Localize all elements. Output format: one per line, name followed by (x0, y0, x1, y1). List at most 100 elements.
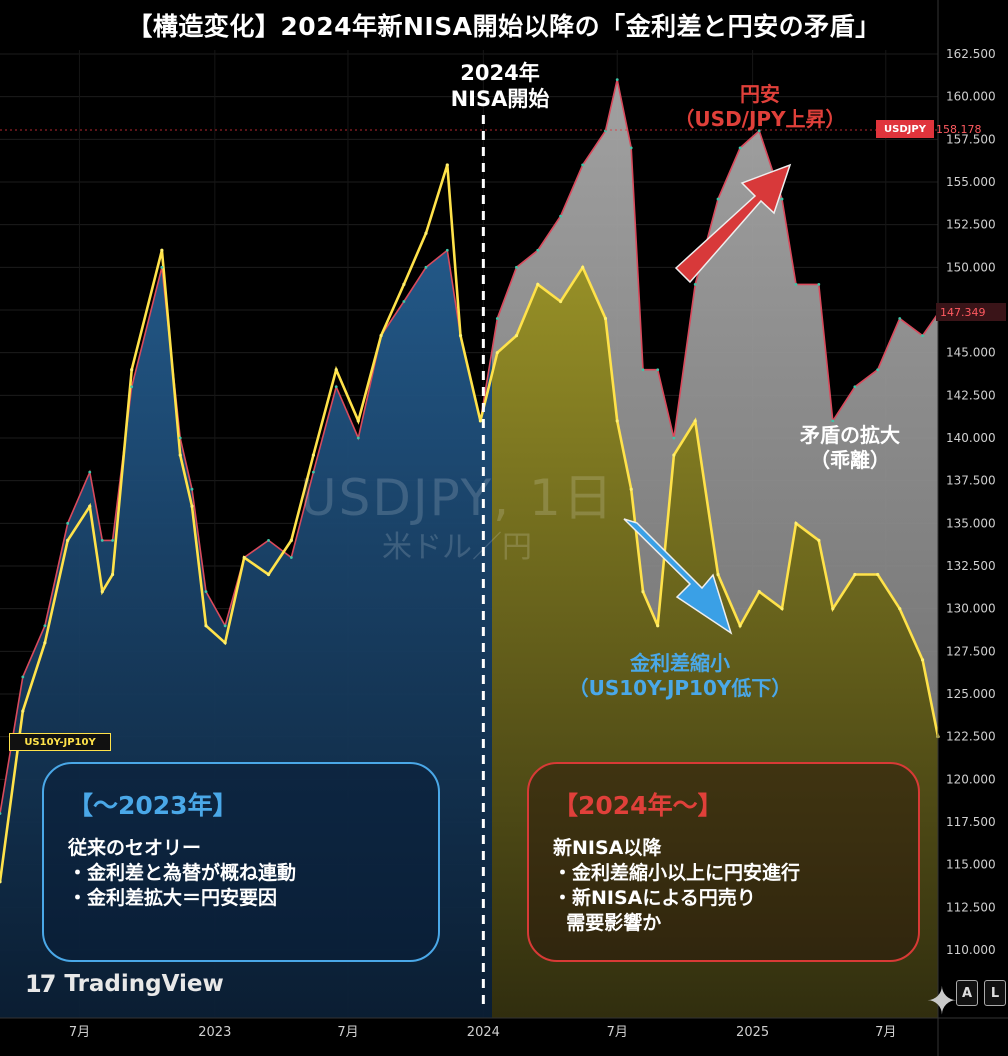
time-tick-label: 7月 (607, 1025, 628, 1040)
spread-point (641, 590, 645, 594)
time-axis: 7月 2023 7月 2024 7月 2025 7月 (69, 1025, 897, 1040)
spread-point (266, 572, 271, 577)
spread-point (0, 880, 2, 884)
usdjpy-point (738, 146, 742, 150)
auto-scale-button[interactable]: A (956, 980, 978, 1006)
nisa-label-line-2: NISA開始 (450, 87, 550, 111)
spread-point (88, 504, 92, 508)
spread-area-after (492, 267, 938, 1018)
price-tick-label: 160.000 (946, 90, 996, 104)
usdjpy-point (100, 539, 104, 542)
usdjpy-point (267, 539, 270, 542)
spread-point (757, 590, 761, 594)
nisa-start-label: 2024年 NISA開始 (420, 60, 580, 112)
usdjpy-point (178, 436, 182, 440)
price-tick-label: 130.000 (946, 602, 996, 616)
spread-point (514, 334, 519, 338)
spread-point (716, 572, 720, 577)
series-lines (0, 78, 940, 884)
time-tick-label: 2023 (198, 1025, 231, 1040)
spread-point (898, 607, 902, 611)
spread-point (445, 163, 449, 167)
usdjpy-point (130, 385, 134, 389)
price-tick-label: 135.000 (946, 516, 996, 530)
usdjpy-point (876, 368, 880, 372)
price-tick-label: 132.500 (946, 559, 996, 573)
pre-2023-box: 【～2023年】 従来のセオリー ・金利差と為替が概ね連動 ・金利差拡大＝円安要… (42, 762, 440, 962)
post-2024-line: 新NISA以降 (553, 837, 662, 859)
usdjpy-point (757, 129, 761, 133)
spread-point (615, 419, 619, 423)
usdjpy-point (831, 419, 835, 423)
spread-narrow-sub: （US10Y-JP10Y低下） (568, 676, 792, 700)
spread-point (831, 607, 835, 611)
price-tick-label: 150.000 (946, 260, 996, 274)
time-tick-label: 7月 (69, 1025, 90, 1040)
spread-point (738, 624, 742, 628)
spread-point (478, 419, 483, 423)
pre-2023-line: ・金利差拡大＝円安要因 (68, 887, 278, 909)
price-tick-label: 112.500 (946, 900, 996, 914)
usdjpy-point (898, 317, 902, 320)
pre-2023-heading: 【～2023年】 (68, 791, 238, 820)
spread-point (223, 641, 227, 645)
usdjpy-point (223, 624, 227, 628)
spread-point (536, 282, 540, 286)
usdjpy-point (716, 197, 720, 201)
blue-arrow (623, 518, 733, 635)
spread-point (693, 419, 697, 423)
usdjpy-point (356, 436, 360, 440)
usdjpy-point (641, 368, 645, 372)
current-price-tag: 147.349 (936, 303, 1006, 321)
spread-point (110, 572, 115, 577)
price-tick-label: 157.500 (946, 132, 996, 146)
price-tick-label: 117.500 (946, 815, 996, 829)
spread-point (311, 453, 316, 457)
usdjpy-point (536, 248, 540, 252)
usdjpy-point (672, 436, 676, 440)
yen-weak-title: 円安 (740, 82, 780, 106)
usdjpy-point (780, 197, 784, 201)
spread-point (130, 368, 134, 372)
usdjpy-point (495, 317, 499, 320)
spread-point (672, 453, 676, 457)
price-tick-label: 122.500 (946, 730, 996, 744)
spread-symbol-tag: US10Y-JP10Y (9, 733, 111, 751)
price-tick-label: 110.000 (946, 943, 996, 957)
spread-point (495, 351, 499, 355)
spread-point (581, 265, 585, 269)
price-tick-label: 140.000 (946, 431, 996, 445)
log-scale-button[interactable]: L (984, 980, 1006, 1006)
spread-point (656, 624, 660, 628)
usdjpy-point (445, 248, 449, 252)
usdjpy-point (0, 812, 2, 815)
usdjpy-point (921, 334, 924, 337)
usdjpy-point (334, 385, 338, 389)
chart-watermark-symbol: USDJPY, 1日 (300, 469, 615, 527)
divergence-title: 矛盾の拡大 (800, 423, 900, 447)
time-tick-label: 7月 (337, 1025, 358, 1040)
spread-point (794, 521, 798, 525)
tradingview-logo: 17 TradingView (25, 970, 224, 998)
pre-2023-line: 従来のセオリー (68, 837, 202, 859)
post-2024-heading: 【2024年～】 (553, 791, 723, 820)
nisa-label-line-1: 2024年 (460, 61, 540, 85)
spread-point (289, 538, 293, 543)
spread-point (920, 658, 925, 662)
spread-point (160, 248, 164, 252)
usdjpy-point (817, 283, 821, 286)
chart-watermark-name: 米ドル／円 (382, 530, 532, 565)
spread-point (402, 282, 406, 286)
spread-point (853, 572, 857, 577)
spread-point (21, 709, 25, 713)
price-tick-label: 125.000 (946, 687, 996, 701)
yen-weak-sub: （USD/JPY上昇） (674, 107, 846, 131)
spread-point (43, 641, 47, 645)
price-tick-label: 145.000 (946, 346, 996, 360)
price-tick-label: 127.500 (946, 644, 996, 658)
usdjpy-point (424, 265, 428, 269)
price-tick-label: 162.500 (946, 47, 996, 61)
red-arrow (674, 163, 792, 284)
usdjpy-value-tag: 158.178 (936, 122, 982, 136)
usdjpy-point (581, 163, 585, 167)
